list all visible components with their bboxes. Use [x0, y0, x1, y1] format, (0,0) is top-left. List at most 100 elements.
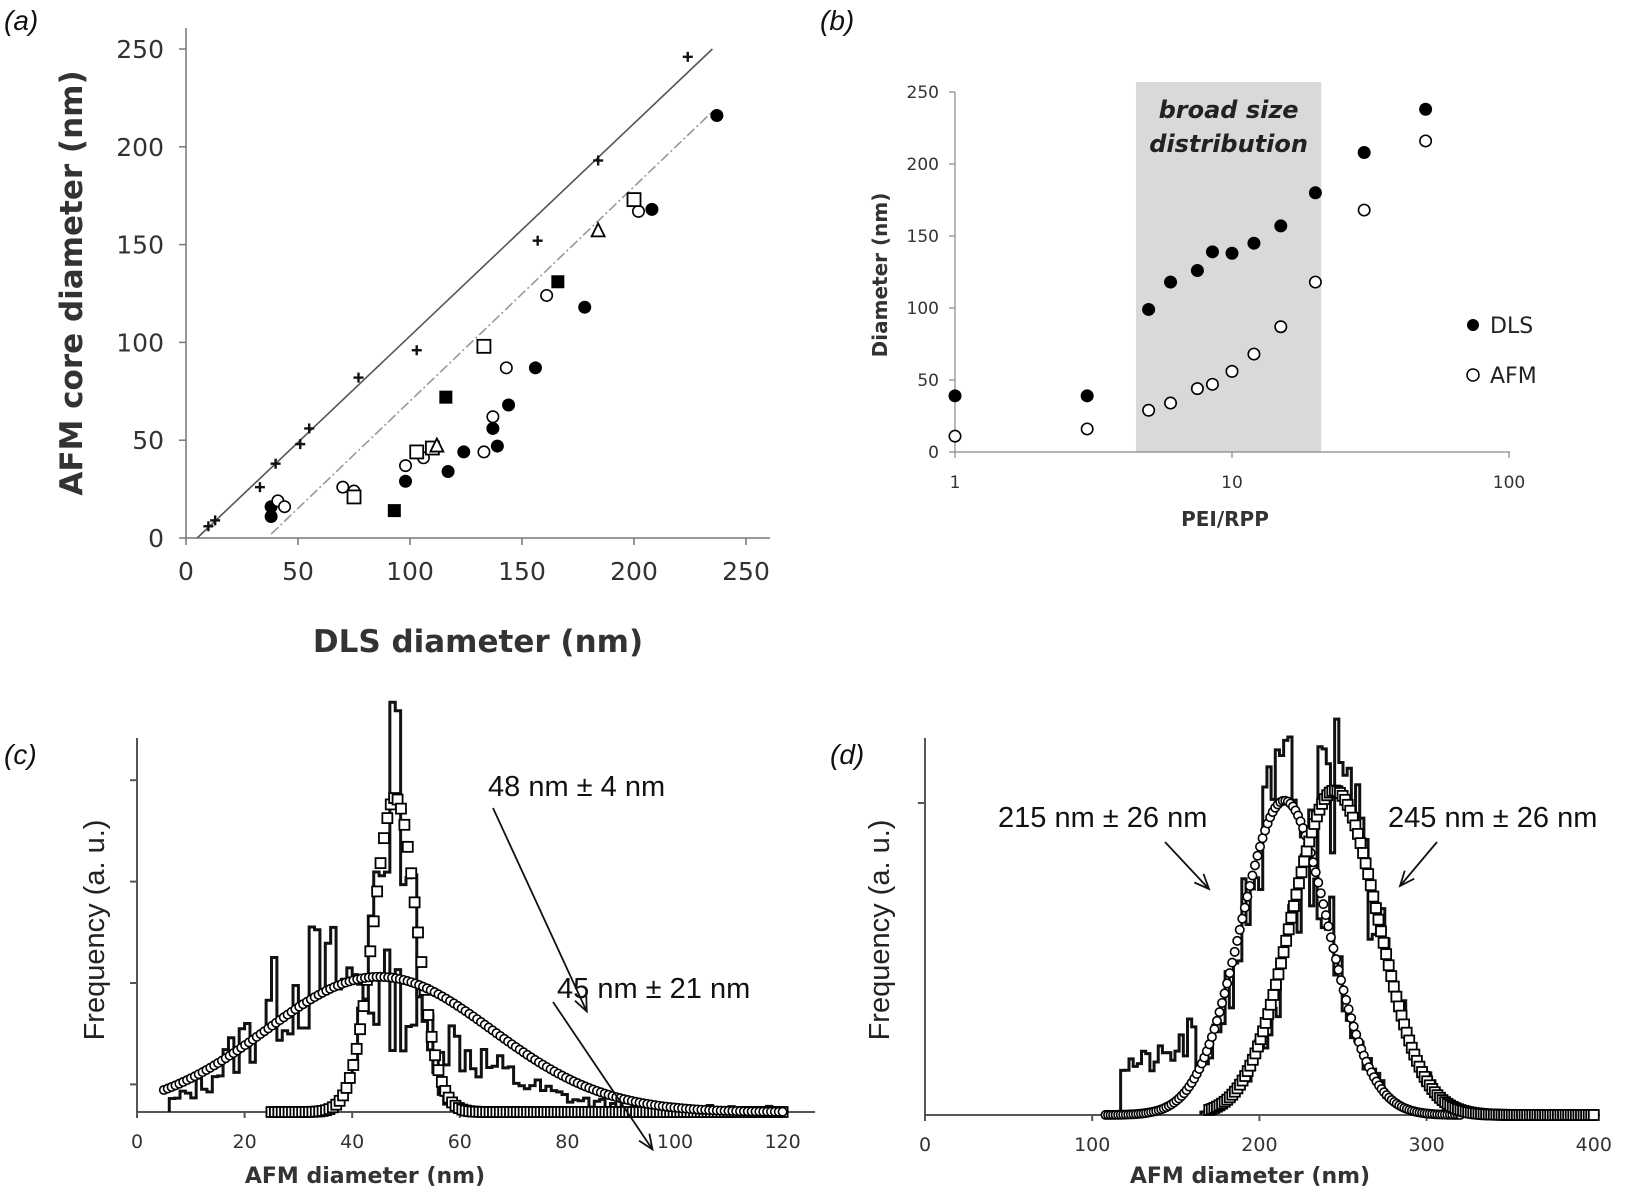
- fit-marker-d: [1300, 845, 1313, 858]
- fit-marker-c: [432, 1064, 445, 1077]
- fit-marker-d: [1325, 932, 1336, 943]
- point-dls-b: [1190, 264, 1204, 278]
- panel-label-b: (b): [820, 5, 854, 36]
- point-filled-square-a: [439, 390, 453, 404]
- fit-marker-c: [395, 802, 407, 815]
- point-plus-a: [203, 521, 214, 532]
- x-tick-label-c: 40: [340, 1131, 364, 1153]
- data-points-b: [948, 102, 1433, 443]
- x-tick-label-c: 60: [448, 1131, 472, 1153]
- x-tick-label-d: 300: [1408, 1134, 1444, 1156]
- fit-marker-c: [364, 945, 377, 958]
- point-filled-circle-a: [399, 474, 413, 488]
- fit-marker-d: [1242, 891, 1253, 902]
- point-afm-b: [1080, 422, 1094, 436]
- fit-marker-d: [1239, 902, 1250, 913]
- fit-marker-d: [1275, 957, 1287, 970]
- fit-marker-d: [1234, 924, 1245, 935]
- panel-d: (d) 0 100 200 300 400 215 nm ± 26 nm 245 nm ±…: [830, 717, 1612, 1189]
- fit-marker-d: [1323, 921, 1334, 932]
- point-afm-b: [948, 429, 962, 443]
- x-tick-label-b: 10: [1221, 473, 1243, 493]
- arrow-broad-c: [552, 1001, 654, 1152]
- fit-marker-d: [1375, 925, 1387, 938]
- point-afm-b: [1205, 377, 1219, 391]
- fit-marker-c: [367, 915, 380, 928]
- fit-marker-d: [1313, 877, 1324, 888]
- point-open-circle-a: [631, 204, 645, 218]
- ticks-d: 0 100 200 300 400: [918, 802, 1612, 1156]
- y-axis-title-d: Frequency (a. u.): [864, 820, 896, 1041]
- fit-marker-d: [1219, 988, 1230, 999]
- x-tick-label-d: 0: [919, 1134, 931, 1156]
- fit-marker-d: [1359, 857, 1372, 870]
- panel-label-a: (a): [4, 5, 38, 36]
- point-open-circle-a: [477, 445, 491, 459]
- fit-marker-d: [1229, 946, 1240, 957]
- ticks-a: 0 50 100 150 200 250 0 50 100 150 200 250: [116, 35, 770, 586]
- arrow-narrow-c: [492, 807, 588, 1014]
- y-tick-label-a: 0: [148, 524, 164, 553]
- fit-marker-d: [1227, 957, 1238, 968]
- fit-marker-c: [415, 956, 428, 968]
- fit-marker-d: [1280, 934, 1293, 947]
- fit-marker-d: [1277, 946, 1290, 959]
- point-open-square-a: [409, 444, 425, 460]
- fit-marker-d: [1354, 837, 1367, 850]
- y-tick-label-a: 250: [116, 35, 164, 64]
- x-tick-label-a: 100: [386, 557, 434, 586]
- fit-marker-d: [1587, 1109, 1600, 1121]
- fit-marker-d: [1320, 910, 1331, 921]
- y-tick-label-b: 200: [907, 155, 939, 175]
- fit-marker-d: [1290, 888, 1303, 901]
- point-filled-circle-a: [645, 202, 659, 216]
- fit-marker-d: [1308, 857, 1319, 868]
- x-tick-label-a: 0: [178, 557, 194, 586]
- gaussian-fits-d: [1100, 784, 1600, 1121]
- fit-marker-d: [1330, 954, 1341, 965]
- legend-label-dls: DLS: [1490, 314, 1533, 339]
- fit-marker-d: [1244, 880, 1255, 891]
- fit-marker-d: [1341, 994, 1352, 1005]
- point-plus-a: [254, 482, 265, 493]
- point-afm-b: [1357, 203, 1371, 217]
- y-tick-label-b: 150: [907, 227, 939, 247]
- fit-marker-c: [412, 926, 424, 939]
- x-tick-label-a: 150: [498, 557, 546, 586]
- y-tick-label-a: 150: [116, 231, 164, 260]
- point-plus-a: [682, 51, 693, 62]
- fit-marker-d: [1217, 997, 1228, 1008]
- fit-marker-c: [401, 840, 414, 853]
- x-tick-label-c: 100: [657, 1131, 693, 1153]
- fit-marker-d: [1252, 850, 1263, 861]
- fit-marker-d: [1377, 936, 1390, 949]
- fit-marker-d: [1222, 978, 1233, 989]
- fit-marker-c: [405, 867, 418, 880]
- point-afm-b: [1190, 382, 1204, 396]
- x-tick-label-a: 200: [610, 557, 658, 586]
- x-tick-label-d: 200: [1241, 1134, 1277, 1156]
- point-afm-b: [1419, 134, 1433, 148]
- fit-marker-d: [1343, 1004, 1354, 1015]
- fit-marker-d: [1338, 985, 1349, 996]
- point-filled-circle-a: [264, 509, 278, 523]
- annotations-c: 48 nm ± 4 nm 45 nm ± 21 nm: [488, 771, 750, 1152]
- fit-marker-d: [1269, 978, 1282, 991]
- y-tick-label-a: 100: [116, 328, 164, 357]
- point-plus-a: [304, 423, 315, 434]
- arrow-narrow-c-shaft: [492, 807, 588, 1012]
- fit-line-a: [270, 111, 713, 535]
- point-filled-circle-a: [490, 439, 504, 453]
- fit-marker-c: [354, 1023, 366, 1036]
- fit-marker-d: [1310, 867, 1321, 878]
- fit-marker-d: [1333, 964, 1344, 975]
- fit-marker-c: [425, 1030, 438, 1043]
- fit-marker-d: [1249, 860, 1260, 871]
- fit-marker-d: [1367, 890, 1380, 903]
- point-plus-a: [270, 458, 281, 469]
- y-tick-label-b: 50: [917, 371, 939, 391]
- point-filled-circle-a: [502, 398, 516, 412]
- point-filled-circle-a: [710, 109, 724, 123]
- x-axis-title-a: DLS diameter (nm): [313, 624, 643, 660]
- x-tick-label-b: 100: [1493, 473, 1525, 493]
